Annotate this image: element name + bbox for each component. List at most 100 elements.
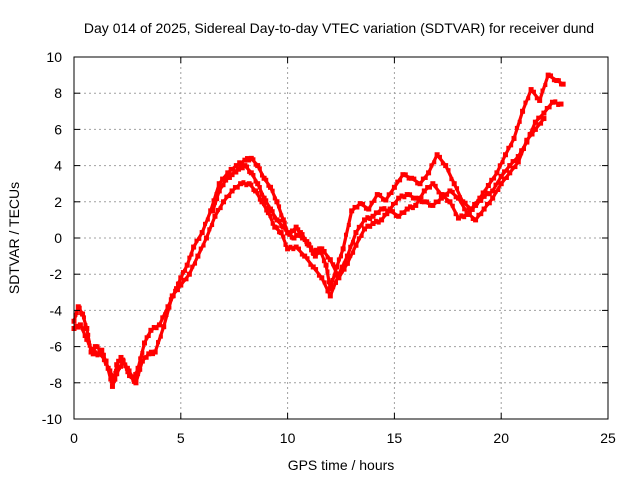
data-point — [426, 170, 432, 176]
data-point — [139, 358, 145, 364]
data-point — [259, 173, 264, 178]
data-point — [123, 362, 128, 367]
data-point — [484, 201, 489, 206]
data-point — [344, 253, 350, 259]
data-point — [264, 177, 269, 182]
data-point — [498, 173, 504, 179]
data-point — [476, 212, 481, 217]
data-point — [315, 250, 320, 255]
data-point — [432, 160, 437, 165]
data-point — [225, 170, 231, 176]
data-point — [372, 198, 377, 203]
data-point — [556, 102, 561, 107]
data-point — [270, 188, 275, 193]
data-point — [376, 220, 381, 225]
data-point — [532, 126, 538, 132]
data-point — [238, 181, 244, 187]
data-point — [184, 262, 190, 268]
data-point — [220, 176, 225, 181]
data-point — [390, 201, 395, 206]
data-point — [74, 311, 79, 316]
data-point — [379, 217, 385, 223]
data-point — [331, 285, 336, 290]
data-point — [140, 350, 145, 355]
data-point — [382, 212, 387, 217]
data-point — [232, 169, 237, 174]
data-point — [259, 192, 264, 197]
data-point — [419, 200, 424, 205]
data-point — [136, 372, 141, 377]
y-tick-label: -2 — [50, 266, 63, 282]
data-point — [218, 206, 223, 211]
data-point — [425, 185, 430, 190]
data-point — [249, 182, 254, 187]
data-point — [509, 143, 514, 148]
data-point — [322, 248, 327, 253]
data-point — [370, 213, 376, 219]
data-point — [365, 223, 370, 228]
data-point — [89, 348, 94, 353]
data-point — [296, 246, 301, 251]
data-point — [319, 246, 325, 252]
data-point — [175, 288, 180, 293]
data-point — [462, 215, 467, 220]
data-point — [108, 368, 113, 373]
data-series — [71, 72, 566, 389]
data-point — [86, 340, 91, 345]
data-point — [498, 181, 504, 187]
y-tick-label: -6 — [50, 339, 63, 355]
data-point — [370, 221, 376, 227]
data-point — [261, 195, 267, 201]
data-point — [393, 213, 398, 218]
data-point — [248, 155, 254, 161]
y-tick-label: 0 — [54, 230, 62, 246]
data-point — [161, 324, 167, 330]
data-point — [294, 232, 299, 237]
data-point — [306, 242, 312, 248]
data-point — [268, 206, 274, 212]
data-point — [479, 198, 484, 203]
data-point — [496, 188, 501, 193]
data-point — [513, 165, 518, 170]
data-point — [361, 226, 367, 232]
data-point — [438, 192, 444, 198]
data-point — [274, 199, 280, 205]
data-point — [244, 183, 249, 188]
data-point — [255, 163, 261, 169]
data-point — [181, 277, 186, 282]
data-point — [430, 202, 436, 208]
data-point — [445, 198, 450, 203]
data-point — [103, 358, 109, 364]
data-point — [325, 289, 330, 294]
data-point — [248, 170, 254, 176]
data-point — [442, 192, 447, 197]
data-point — [99, 347, 105, 353]
data-point — [353, 230, 359, 236]
data-point — [404, 206, 410, 212]
data-point — [507, 170, 513, 176]
data-point — [283, 226, 288, 231]
data-point — [479, 212, 484, 217]
data-point — [556, 78, 561, 83]
data-point — [193, 261, 198, 266]
data-point — [434, 152, 440, 158]
y-tick-label: 4 — [54, 158, 62, 174]
data-point — [210, 223, 215, 228]
data-point — [507, 163, 513, 169]
data-point — [490, 195, 496, 201]
data-point — [489, 177, 494, 182]
data-point — [400, 172, 406, 178]
data-point — [154, 326, 159, 331]
data-point — [339, 264, 344, 269]
data-point — [309, 245, 314, 250]
x-tick-label: 20 — [493, 430, 509, 446]
data-point — [190, 264, 195, 269]
data-point — [268, 213, 273, 218]
data-point — [326, 280, 331, 285]
data-point — [357, 201, 363, 207]
data-point — [373, 218, 378, 223]
data-point — [481, 206, 487, 212]
data-point — [346, 223, 351, 228]
data-point — [379, 206, 385, 212]
data-point — [412, 176, 417, 181]
